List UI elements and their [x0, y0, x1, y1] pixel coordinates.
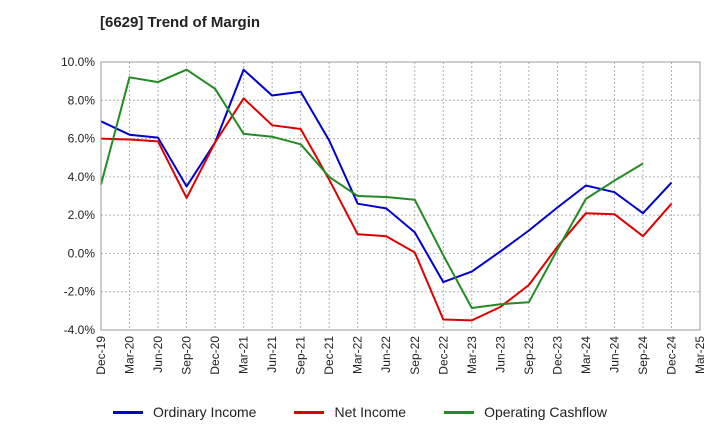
- y-tick-label: 2.0%: [68, 208, 96, 222]
- legend-swatch: [112, 410, 143, 414]
- x-tick-label: Mar-23: [465, 336, 479, 374]
- y-tick-label: 10.0%: [61, 55, 95, 69]
- legend-swatch: [444, 410, 475, 414]
- plot-frame: [100, 61, 701, 331]
- series-line-operating-cashflow: [100, 68, 644, 309]
- legend: Ordinary Income Net Income Operating Cashf…: [0, 404, 720, 420]
- x-tick-label: Jun-23: [493, 336, 507, 373]
- y-tick-label: 0.0%: [68, 246, 96, 260]
- x-tick-label: Dec-22: [436, 336, 450, 375]
- legend-swatch: [294, 410, 325, 414]
- legend-label: Net Income: [334, 404, 407, 420]
- x-tick-label: Mar-20: [123, 336, 137, 374]
- x-tick-label: Jun-22: [379, 336, 393, 373]
- chart-title: [6629] Trend of Margin: [100, 14, 261, 31]
- x-tick-label: Dec-19: [94, 336, 108, 375]
- y-tick-label: -2.0%: [64, 285, 96, 299]
- legend-label: Ordinary Income: [152, 404, 257, 420]
- x-tick-label: Jun-24: [607, 336, 621, 373]
- x-tick-label: Mar-22: [351, 336, 365, 374]
- x-tick-label: Sep-21: [294, 336, 308, 375]
- x-tick-label: Jun-20: [151, 336, 165, 373]
- x-tick-label: Dec-23: [550, 336, 564, 375]
- series-lines: [100, 68, 673, 322]
- x-tick-label: Dec-20: [208, 336, 222, 375]
- x-tick-label: Mar-24: [579, 336, 593, 374]
- x-tick-label: Mar-21: [237, 336, 251, 374]
- y-tick-label: 6.0%: [68, 132, 96, 146]
- series-line-ordinary-income: [100, 68, 673, 284]
- legend-item: Ordinary Income: [112, 404, 257, 420]
- x-tick-label: Sep-22: [408, 336, 422, 375]
- x-tick-label: Dec-21: [322, 336, 336, 375]
- x-tick-label: Sep-23: [522, 336, 536, 375]
- x-axis: Dec-19 Mar-20 Jun-20 Sep-20 Dec-20 Mar-21 Jun-…: [94, 336, 707, 375]
- x-tick-label: Dec-24: [664, 336, 678, 375]
- y-tick-label: 8.0%: [68, 93, 96, 107]
- y-axis: -4.0% -2.0% 0.0% 2.0% 4.0% 6.0% 8.0% 10.0%: [61, 55, 95, 337]
- x-tick-label: Sep-20: [180, 336, 194, 375]
- series-line-net-income: [100, 97, 673, 322]
- legend-item: Net Income: [294, 404, 406, 420]
- legend-label: Operating Cashflow: [484, 404, 608, 420]
- x-tick-label: Sep-24: [636, 336, 650, 375]
- grid: [100, 61, 701, 331]
- y-tick-label: -4.0%: [64, 323, 96, 337]
- x-tick-label: Mar-25: [693, 336, 707, 374]
- x-tick-label: Jun-21: [265, 336, 279, 373]
- y-tick-label: 4.0%: [68, 170, 96, 184]
- legend-item: Operating Cashflow: [444, 404, 607, 420]
